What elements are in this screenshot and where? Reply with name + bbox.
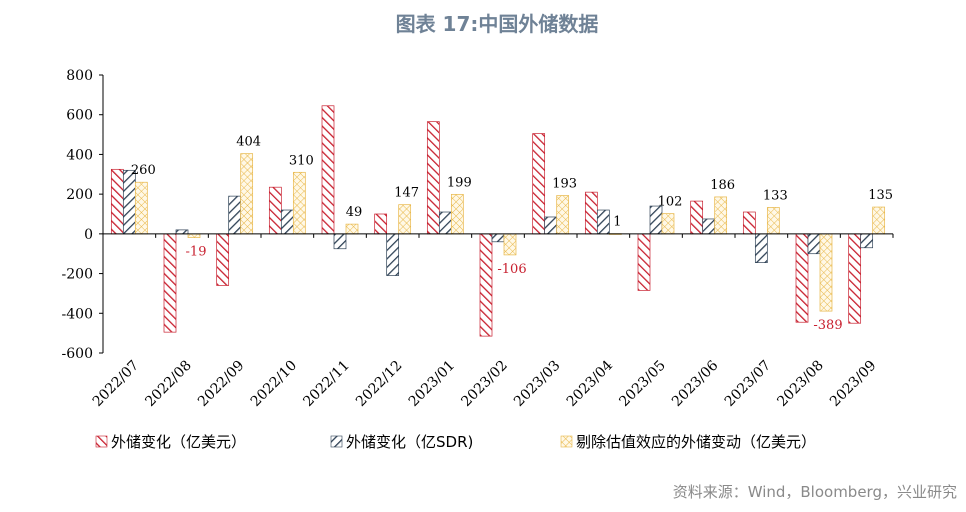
bar-series-1 <box>426 121 440 235</box>
legend: 外储变化（亿美元） 外储变化（亿SDR) 剔除估值效应的外储变动（亿美元） <box>95 433 816 451</box>
x-tick-label: 2023/09 <box>827 358 879 410</box>
y-tick-label: -600 <box>62 346 93 362</box>
legend-item-2: 外储变化（亿SDR) <box>330 433 473 451</box>
bar-series-1 <box>532 133 546 235</box>
bar-series-3 <box>556 195 570 235</box>
legend-swatch-3 <box>560 435 573 448</box>
y-axis: 800 600 400 200 0 -200 -400 -600 <box>62 68 104 362</box>
x-tick-label: 2023/07 <box>722 358 774 410</box>
data-label: -106 <box>497 262 526 277</box>
bar-series-3 <box>292 171 306 235</box>
legend-label-2: 外储变化（亿SDR) <box>346 433 473 451</box>
bar-series-2 <box>860 233 874 249</box>
x-tick-label: 2022/07 <box>90 358 142 410</box>
legend-item-3: 剔除估值效应的外储变动（亿美元） <box>560 433 816 451</box>
bar-series-3 <box>872 206 886 235</box>
chart-title: 图表 17:中国外储数据 <box>396 12 599 36</box>
data-label: -19 <box>186 245 207 260</box>
bar-series-3 <box>345 223 359 235</box>
bar-series-2 <box>807 233 821 255</box>
bars <box>110 105 886 337</box>
legend-label-3: 剔除估值效应的外储变动（亿美元） <box>576 433 816 451</box>
bar-series-3 <box>134 181 148 235</box>
bar-series-3 <box>187 233 201 238</box>
data-labels: 260 -19 404 310 49 147 199 -106 193 1 102 186 133 -38… <box>131 135 893 333</box>
y-tick-label: 800 <box>66 68 93 84</box>
bar-series-3 <box>398 204 412 235</box>
bar-series-3 <box>240 153 254 235</box>
data-label: 1 <box>613 215 621 230</box>
legend-item-1: 外储变化（亿美元） <box>95 433 246 451</box>
y-tick-label: -400 <box>62 306 93 322</box>
data-label: 310 <box>289 153 314 168</box>
bar-series-1 <box>479 233 493 337</box>
bar-series-1 <box>795 233 809 323</box>
bar-series-1 <box>637 233 651 291</box>
data-label: 102 <box>658 195 683 210</box>
bar-series-1 <box>742 211 756 235</box>
data-label: -389 <box>813 318 842 333</box>
bar-series-1 <box>321 105 335 235</box>
bar-series-1 <box>216 233 230 286</box>
bar-series-1 <box>690 200 704 235</box>
y-tick-label: 400 <box>66 147 93 163</box>
x-tick-label: 2022/09 <box>195 358 247 410</box>
bar-series-2 <box>702 218 716 235</box>
bar-series-2 <box>280 209 294 235</box>
bar-series-2 <box>228 195 242 235</box>
bar-series-2 <box>122 169 136 235</box>
data-label: 404 <box>236 135 261 150</box>
x-tick-label: 2023/03 <box>511 358 563 410</box>
legend-label-1: 外储变化（亿美元） <box>111 433 246 451</box>
bar-series-3 <box>450 193 464 235</box>
y-tick-label: 600 <box>66 108 93 124</box>
bar-series-2 <box>386 233 400 276</box>
bar-series-1 <box>374 213 388 235</box>
bar-series-3 <box>766 207 780 235</box>
x-tick-label: 2023/05 <box>616 358 668 410</box>
bar-series-3 <box>819 233 833 312</box>
y-tick-label: 0 <box>84 227 93 243</box>
bar-series-3 <box>503 233 517 256</box>
y-tick-label: 200 <box>66 187 93 203</box>
x-tick-label: 2023/04 <box>564 357 617 410</box>
bar-series-1 <box>584 191 598 235</box>
source-note: 资料来源：Wind，Bloomberg，兴业研究 <box>673 483 957 501</box>
data-label: 147 <box>394 186 419 201</box>
bar-series-2 <box>544 216 558 235</box>
bar-series-1 <box>163 233 177 333</box>
x-tick-label: 2023/08 <box>774 358 826 410</box>
x-tick-label: 2022/10 <box>248 358 300 410</box>
bar-series-2 <box>596 209 610 235</box>
bar-series-3 <box>661 213 675 235</box>
bar-series-2 <box>175 229 189 235</box>
x-tick-label: 2023/01 <box>406 358 458 410</box>
data-label: 133 <box>763 188 788 203</box>
x-tick-label: 2023/02 <box>458 358 510 410</box>
x-tick-label: 2023/06 <box>669 357 722 410</box>
x-tick-label: 2022/08 <box>142 358 194 410</box>
data-label: 193 <box>552 177 577 192</box>
legend-swatch-1 <box>95 435 108 448</box>
x-tick-label: 2022/11 <box>300 358 352 410</box>
data-label: 49 <box>346 205 363 220</box>
bar-series-2 <box>649 205 663 235</box>
y-tick-label: -200 <box>62 267 93 283</box>
bar-series-2 <box>754 233 768 264</box>
bar-series-2 <box>491 233 505 243</box>
bar-series-1 <box>110 168 124 235</box>
legend-swatch-2 <box>330 435 343 448</box>
x-tick-label: 2022/12 <box>353 358 405 410</box>
data-label: 135 <box>868 188 893 203</box>
bar-series-1 <box>848 233 862 324</box>
bar-series-2 <box>438 211 452 235</box>
data-label: 199 <box>447 175 472 190</box>
data-label: 186 <box>710 178 735 193</box>
data-label: 260 <box>131 163 156 178</box>
bar-series-1 <box>268 186 282 235</box>
bar-series-3 <box>714 196 728 235</box>
bar-series-2 <box>333 233 347 250</box>
